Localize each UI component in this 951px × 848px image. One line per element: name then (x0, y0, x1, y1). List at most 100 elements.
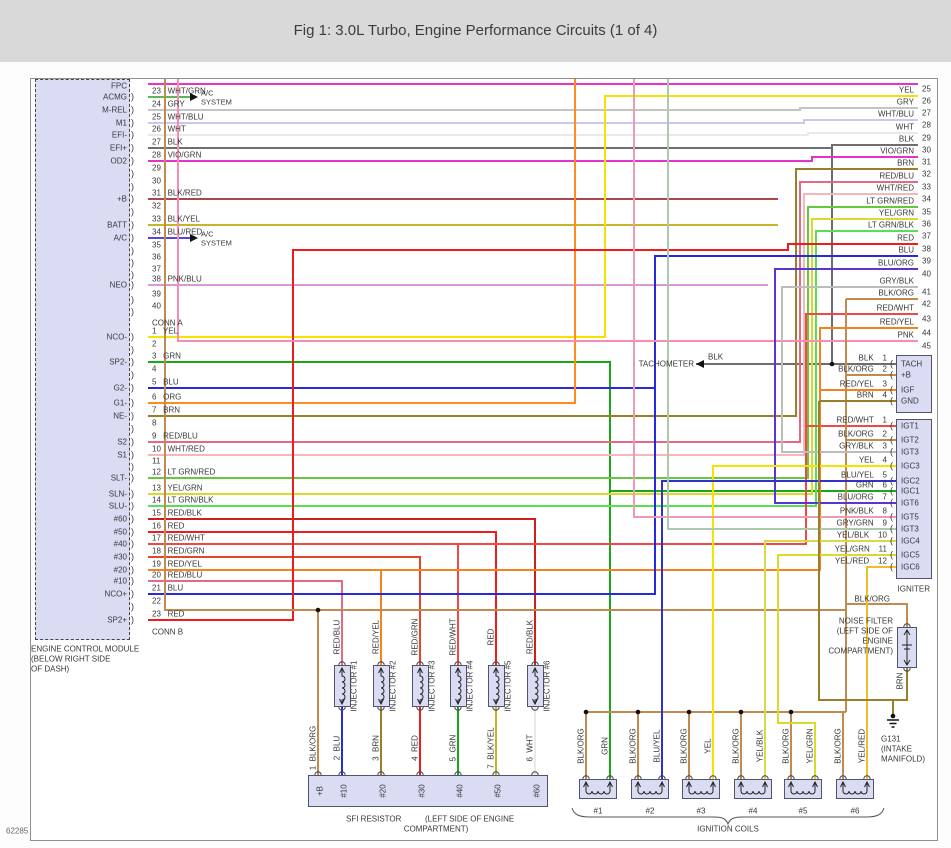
sfi-location-label: (LEFT SIDE OF ENGINE (425, 814, 515, 824)
terminal-arc (839, 775, 847, 780)
ecm-pin-wire-label: 8 (152, 418, 157, 428)
ecm-pin-name: #50 (113, 527, 127, 537)
exit-wire-color: LT GRN/BLK (868, 220, 914, 230)
injector-box (372, 665, 390, 707)
terminal-arc (492, 661, 500, 666)
ecm-pin-bracket-icon: ) (131, 588, 134, 599)
ecm-pin-bracket-icon: ) (131, 369, 134, 380)
igniter-pin-wire-label: BLU/ORG 7 (837, 492, 887, 502)
noise-filter-label: (LEFT SIDE OF (836, 626, 893, 636)
ecm-caption: ENGINE CONTROL MODULE (31, 644, 140, 654)
igniter-pin-name: IGC2 (901, 476, 920, 486)
ecm-pin-wire-label: 4 (152, 364, 157, 374)
ecm-pin-name: G1- (113, 398, 127, 408)
coil-number: #4 (748, 806, 758, 816)
exit-wire-number: 29 (922, 133, 931, 143)
junction-dot (583, 709, 589, 715)
wire-org (148, 79, 576, 404)
sfi-label: SFI RESISTOR (346, 814, 402, 824)
injector-bottom-wire-label: 4 RED (410, 735, 420, 761)
ecm-pin-wire-label: 31 BLK/RED (152, 188, 202, 198)
wire-brn (892, 668, 908, 716)
coil-right-wire-label: GRN (600, 737, 610, 755)
igniter-pin-bracket-icon: ( (890, 485, 893, 496)
injector-bottom-wire-label: 5 GRN (448, 734, 458, 762)
coil-left-wire-label: BLK/ORG (731, 728, 741, 764)
wire-pnk-blk (633, 79, 896, 518)
ecm-pin-name: #40 (113, 539, 127, 549)
ecm-pin-wire-label: 14 LT GRN/BLK (152, 495, 214, 505)
wire-brn (148, 168, 918, 417)
igniter-pin-name: IGC6 (901, 562, 920, 572)
ecm-pin-wire-label: 2 (152, 339, 157, 349)
ecm-pin-name: #30 (113, 552, 127, 562)
ecm-caption: OF DASH) (31, 664, 70, 674)
junction-dot (829, 361, 835, 367)
injector-label: INJECTOR #4 (465, 660, 475, 712)
terminal-arc (377, 706, 385, 711)
ecm-pin-wire-label: 23 RED (152, 609, 185, 619)
wire-grn (148, 361, 611, 779)
ecm-pin-name: SP2- (109, 357, 127, 367)
wire-red-blu (148, 181, 918, 443)
ecm-pin-bracket-icon: ) (131, 117, 134, 128)
coil-left-wire-label: BLK/ORG (781, 728, 791, 764)
exit-wire-number: 44 (922, 328, 931, 338)
wire-gry (148, 107, 918, 111)
ecm-pin-bracket-icon: ) (131, 472, 134, 483)
wire-wht-red (148, 193, 918, 456)
ecm-pin-wire-label: 22 (152, 596, 161, 606)
exit-wire-color: BLU (898, 245, 914, 255)
ecm-pin-bracket-icon: ) (131, 449, 134, 460)
ground-label: G131 (881, 734, 901, 744)
ecm-pin-bracket-icon: ) (131, 257, 134, 268)
igniter-pin-bracket-icon: ( (890, 497, 893, 508)
igniter-pin-wire-label: GRY/BLK 3 (839, 441, 887, 451)
exit-wire-number: 34 (922, 194, 931, 204)
ac-system-callout: SYSTEM (201, 97, 232, 107)
ecm-pin-wire-label: 26 WHT (152, 124, 186, 134)
ecm-pin-bracket-icon: ) (131, 269, 134, 280)
igniter-pin-bracket-icon: ( (890, 475, 893, 486)
ecm-pin-bracket-icon: ) (131, 344, 134, 355)
junction-dot (890, 713, 896, 719)
ecm-pin-wire-label: 38 PNK/BLU (152, 274, 202, 284)
doc-number: 62285 (6, 826, 29, 836)
sfi-terminal-label: #60 (532, 784, 542, 798)
wire-blu-org (774, 268, 918, 504)
exit-wire-color: YEL/GRN (878, 208, 914, 218)
exit-wire-number: 39 (922, 256, 931, 266)
ecm-pin-wire-label: 32 (152, 201, 161, 211)
ecm-pin-bracket-icon: ) (131, 306, 134, 317)
sfi-terminal-label: #30 (417, 784, 427, 798)
injector-coil-symbol (493, 666, 500, 706)
wire-lt-grn-blk (148, 230, 918, 507)
ecm-pin-bracket-icon: ) (131, 245, 134, 256)
ac-system-callout: A/C (201, 229, 214, 239)
injector-coil-symbol (532, 666, 539, 706)
wire-lt-grn-red (148, 206, 918, 479)
tach-pin-bracket-icon: ( (890, 395, 893, 406)
exit-wire-color: VIO/GRN (880, 146, 914, 156)
igniter-pin-bracket-icon: ( (890, 446, 893, 457)
ground-label: MANIFOLD) (881, 754, 925, 764)
arrow-icon (190, 93, 198, 101)
ecm-pin-bracket-icon: ) (131, 279, 134, 290)
wire-yel-red (866, 566, 896, 779)
coil-right-wire-label: BLU/YEL (652, 729, 662, 763)
ecm-pin-wire-label: 25 WHT/BLU (152, 112, 204, 122)
ecm-pin-name: S1 (117, 450, 127, 460)
terminal-arc (606, 775, 614, 780)
wire-red-blk (148, 518, 536, 665)
tach-pin-bracket-icon: ( (890, 369, 893, 380)
wire-red-blu (148, 580, 343, 665)
igniter-pin-wire-label: YEL/GRN 11 (834, 544, 887, 554)
coil-left-wire-label: BLK/ORG (833, 728, 843, 764)
tach-wire-color: BLK (708, 352, 724, 362)
wire-red (148, 531, 497, 665)
ac-system-callout: SYSTEM (201, 238, 232, 248)
exit-wire-color: GRY/BLK (879, 276, 914, 286)
ecm-pin-bracket-icon: ) (131, 193, 134, 204)
